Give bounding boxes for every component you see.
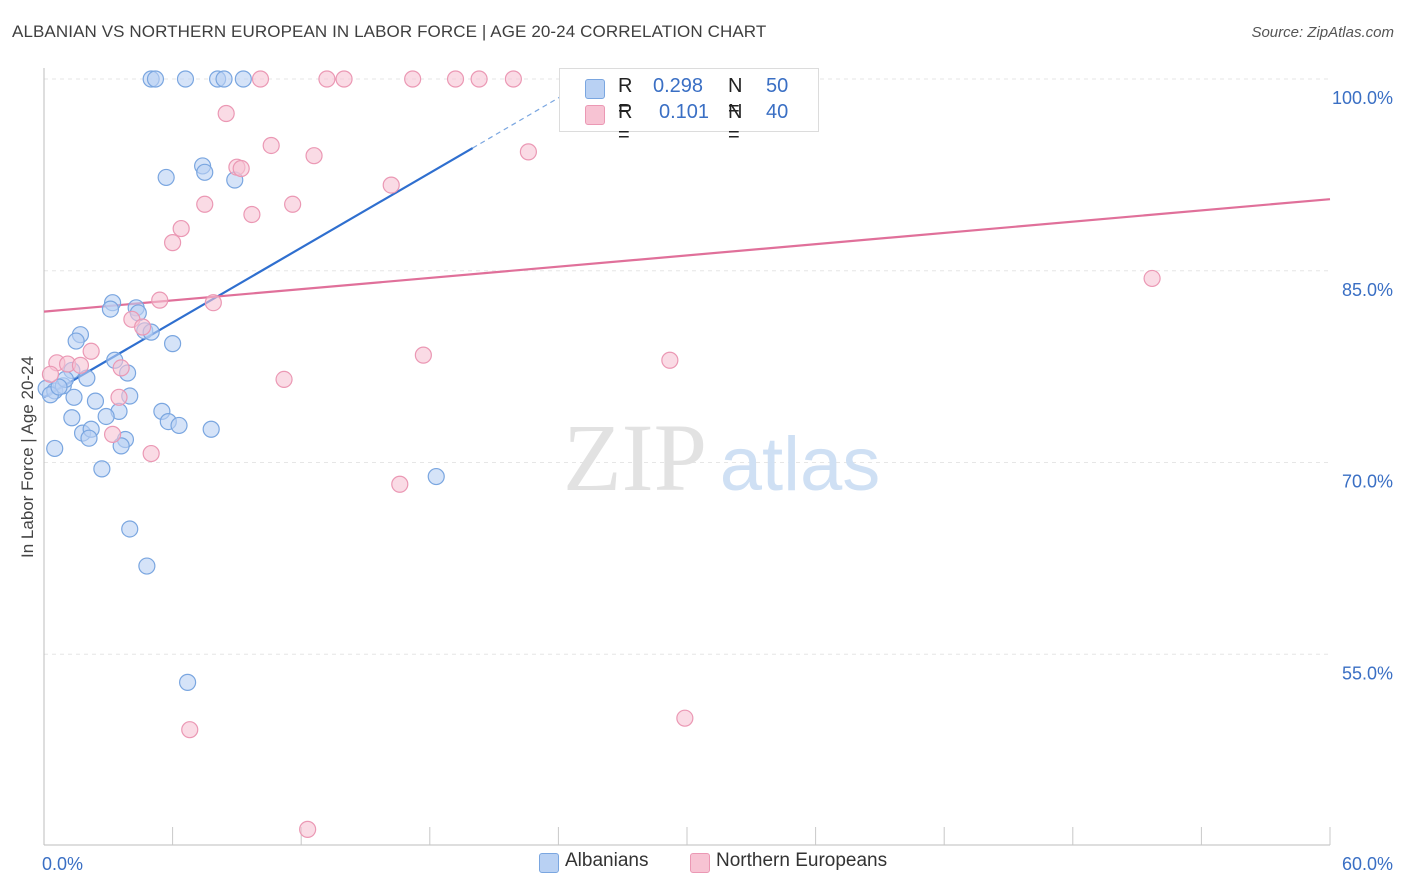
northern-europeans-swatch-icon xyxy=(585,105,605,125)
northern-european-point xyxy=(661,351,679,369)
y-tick-label: 55.0% xyxy=(1342,663,1393,683)
albanian-point xyxy=(202,420,220,438)
albanian-point xyxy=(93,460,111,478)
albanian-point xyxy=(46,439,64,458)
albanian-point xyxy=(97,407,115,426)
albanian-point xyxy=(65,388,83,406)
albanian-point xyxy=(67,332,85,350)
northern-european-point xyxy=(243,205,261,224)
n-label: N = xyxy=(728,75,743,120)
albanian-point xyxy=(146,70,165,88)
northern-european-point xyxy=(196,195,214,213)
albanian-point xyxy=(179,673,197,691)
albanian-point xyxy=(234,70,252,88)
n-value: 40 xyxy=(766,101,789,123)
albanian-point xyxy=(121,520,139,538)
watermark-zip: ZIP xyxy=(563,404,707,511)
y-tick-label: 85.0% xyxy=(1342,280,1393,300)
albanian-point xyxy=(170,416,188,435)
northern-european-point xyxy=(110,388,128,406)
northern-european-point xyxy=(172,219,190,238)
legend-label-northern-europeans: Northern Europeans xyxy=(716,850,888,871)
northern-european-point xyxy=(284,195,302,213)
albanians-legend-icon xyxy=(539,853,559,873)
northern-european-point xyxy=(676,709,694,727)
northern-european-point xyxy=(82,342,100,360)
northern-european-point xyxy=(446,70,465,88)
northern-european-point xyxy=(164,234,182,252)
y-tick-label: 70.0% xyxy=(1342,472,1393,492)
northern-european-point xyxy=(232,159,250,178)
northern-european-point xyxy=(275,370,293,389)
northern-european-point xyxy=(142,444,160,463)
legend-label-albanians: Albanians xyxy=(565,850,649,871)
chart-title: ALBANIAN VS NORTHERN EUROPEAN IN LABOR F… xyxy=(12,22,767,41)
n-value: 50 xyxy=(766,75,789,97)
northern-european-point xyxy=(404,70,422,88)
northern-european-point xyxy=(204,294,222,312)
source-label: Source: ZipAtlas.com xyxy=(1251,24,1394,41)
albanian-point xyxy=(196,163,214,181)
northern-europeans-trend-line xyxy=(43,198,1331,313)
northern-european-point xyxy=(318,70,336,88)
albanian-point xyxy=(157,168,175,187)
albanian-point xyxy=(80,429,98,447)
northern-european-point xyxy=(217,104,235,123)
y-tick-label: 100.0% xyxy=(1332,88,1393,108)
northern-european-point xyxy=(181,721,199,739)
r-label: R = xyxy=(618,101,633,146)
albanian-point xyxy=(427,467,445,486)
r-value: 0.101 xyxy=(659,101,710,123)
northern-european-point xyxy=(251,70,270,88)
watermark: ZIP atlas xyxy=(563,404,880,511)
albanian-point xyxy=(101,300,120,318)
northern-european-point xyxy=(504,70,522,88)
n-label: N = xyxy=(728,101,743,146)
albanian-point xyxy=(63,409,81,427)
northern-european-point xyxy=(151,291,169,309)
northern-european-point xyxy=(335,70,353,88)
northern-european-point xyxy=(519,143,537,161)
watermark-atlas: atlas xyxy=(720,422,881,507)
axes: 55.0% 70.0% 85.0% 100.0% 0.0% 60.0% xyxy=(42,68,1393,874)
northern-european-point xyxy=(133,318,152,336)
r-value: 0.298 xyxy=(653,75,704,97)
albanian-point xyxy=(176,70,195,88)
northern-europeans-legend-icon xyxy=(690,853,710,873)
northern-european-point xyxy=(112,359,130,377)
data-points xyxy=(37,70,1161,838)
northern-european-point xyxy=(41,365,60,383)
x-tick-label: 60.0% xyxy=(1342,854,1393,874)
northern-european-point xyxy=(1143,269,1161,288)
northern-european-point xyxy=(299,820,317,838)
y-axis-label: In Labor Force | Age 20-24 xyxy=(18,356,37,558)
northern-european-point xyxy=(391,475,409,493)
r-label: R = xyxy=(618,75,633,120)
northern-european-point xyxy=(103,425,122,443)
albanian-point xyxy=(50,378,68,396)
stats-box: R = 0.298 N = 50 R = 0.101 N = 40 xyxy=(559,68,819,146)
albanian-point xyxy=(215,70,233,88)
trend-lines xyxy=(43,84,1331,399)
albanians-swatch-icon xyxy=(585,79,605,99)
northern-european-point xyxy=(305,147,323,165)
albanian-point xyxy=(86,392,105,410)
albanian-point xyxy=(138,557,156,575)
albanian-point xyxy=(112,437,130,455)
northern-european-point xyxy=(470,70,488,88)
northern-european-point xyxy=(414,346,432,364)
albanian-point xyxy=(164,335,182,353)
x-tick-label: 0.0% xyxy=(42,854,83,874)
northern-european-point xyxy=(382,176,400,194)
northern-european-point xyxy=(262,136,280,155)
northern-european-point xyxy=(71,356,90,374)
